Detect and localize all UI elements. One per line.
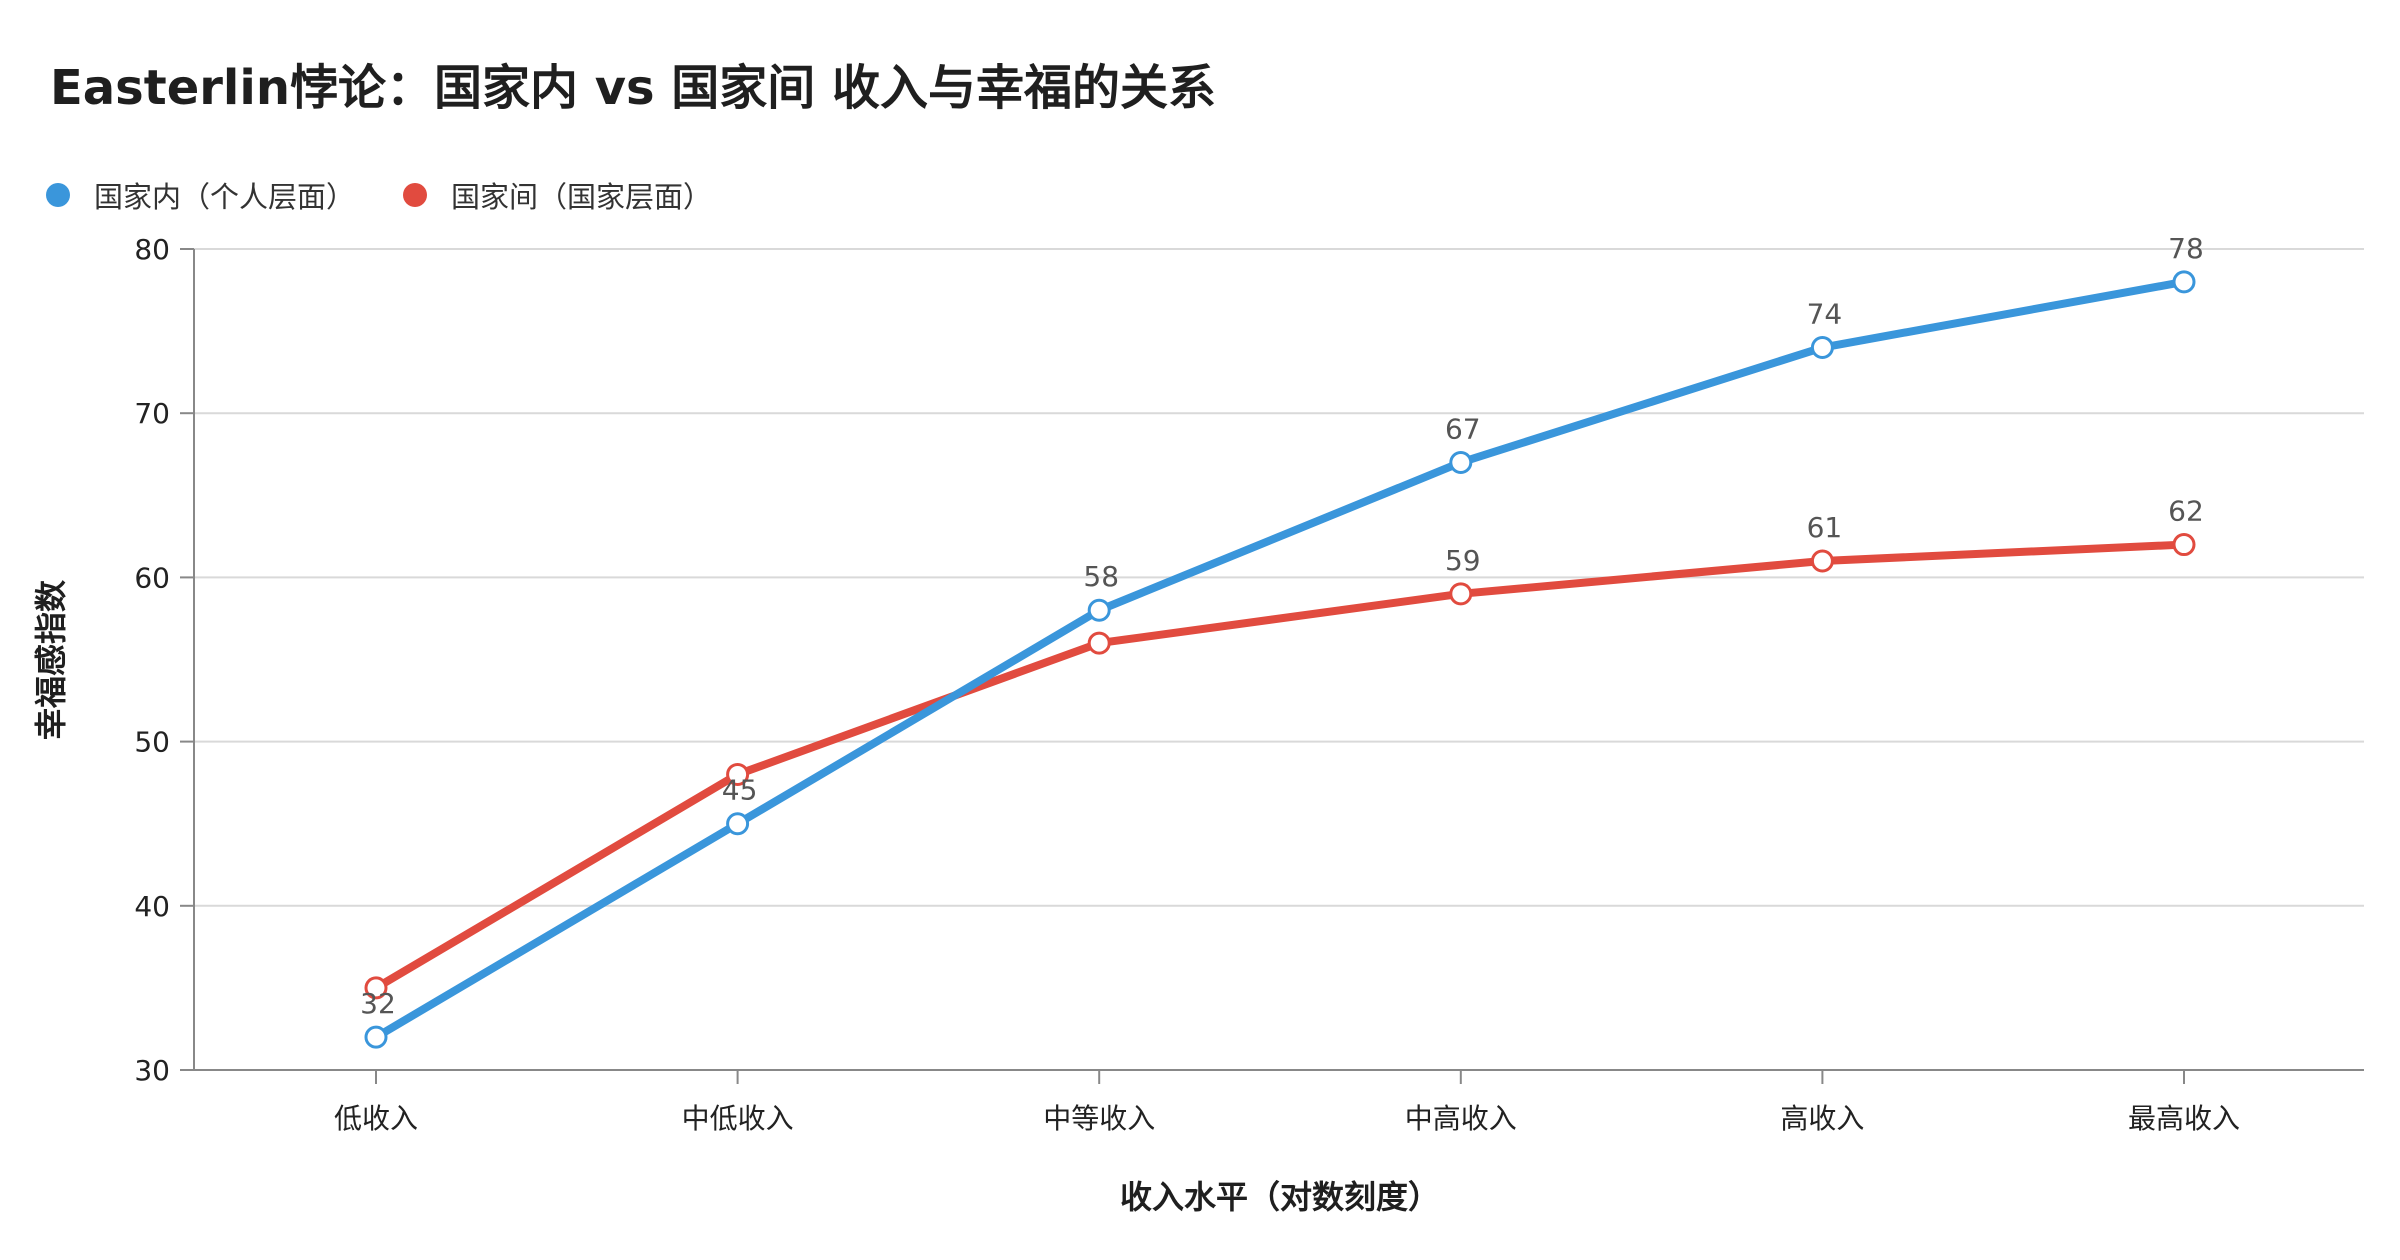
y-axis-title: 幸福感指数 — [32, 579, 70, 740]
data-label-within-3: 67 — [1445, 412, 1481, 445]
data-point-s0-5 — [2172, 270, 2196, 294]
data-label-between-3: 59 — [1445, 544, 1481, 577]
data-point-s0-1 — [726, 812, 750, 836]
data-point-s1-4 — [1810, 549, 1834, 573]
x-tick-label-4: 高收入 — [1780, 1102, 1864, 1135]
data-point-s1-1 — [726, 762, 750, 786]
y-tick-label-60: 60 — [134, 561, 170, 594]
x-tick-label-3: 中高收入 — [1405, 1102, 1517, 1135]
grid-layer — [194, 248, 2364, 907]
legend: 国家内（个人层面） 国家间（国家层面） — [46, 174, 760, 216]
data-point-s0-0 — [364, 1025, 388, 1049]
x-tick-label-2: 中等收入 — [1043, 1102, 1155, 1135]
data-point-s1-0 — [364, 976, 388, 1000]
legend-item-between[interactable]: 国家间（国家层面） — [403, 174, 712, 216]
legend-marker-between — [403, 183, 428, 207]
y-tick-label-50: 50 — [134, 726, 170, 759]
y-tick-label-30: 30 — [134, 1054, 170, 1087]
y-tick-label-40: 40 — [134, 890, 170, 923]
data-label-within-1: 45 — [722, 774, 758, 807]
chart-title: Easterlin悖论：国家内 vs 国家间 收入与幸福的关系 — [50, 60, 1216, 116]
data-label-within-5: 78 — [2168, 232, 2204, 265]
axis-layer: 30 40 50 60 70 80 低收入 中低收入 中等收入 中高收入 高收入 最高收入 — [134, 233, 2364, 1135]
legend-label-within: 国家内（个人层面） — [94, 180, 356, 214]
data-point-s0-3 — [1449, 450, 1473, 474]
x-axis-title: 收入水平（对数刻度） — [1120, 1178, 1440, 1216]
data-point-s0-4 — [1810, 336, 1834, 360]
legend-marker-within — [46, 183, 70, 207]
series-line-0 — [372, 277, 2188, 1042]
data-label-within-2: 58 — [1083, 560, 1119, 593]
label-layer: 32 45 58 67 74 78 59 61 62 — [360, 232, 2204, 1020]
legend-item-within[interactable]: 国家内（个人层面） — [46, 174, 355, 216]
x-tick-label-1: 中低收入 — [682, 1102, 794, 1135]
data-point-s1-5 — [2172, 533, 2196, 557]
series-layer — [364, 270, 2196, 1049]
y-tick-label-80: 80 — [134, 233, 170, 266]
data-label-between-4: 61 — [1807, 511, 1843, 544]
x-tick-label-5: 最高收入 — [2128, 1102, 2240, 1135]
data-label-within-4: 74 — [1807, 298, 1843, 331]
data-label-between-5: 62 — [2168, 495, 2204, 528]
x-tick-label-0: 低收入 — [334, 1102, 418, 1135]
data-label-within-0: 32 — [360, 987, 396, 1020]
data-point-s1-2 — [1087, 631, 1111, 655]
data-point-s1-3 — [1449, 582, 1473, 606]
legend-label-between: 国家间（国家层面） — [451, 180, 713, 214]
y-tick-label-70: 70 — [134, 397, 170, 430]
data-point-s0-2 — [1087, 598, 1111, 622]
series-line-1 — [372, 540, 2188, 992]
